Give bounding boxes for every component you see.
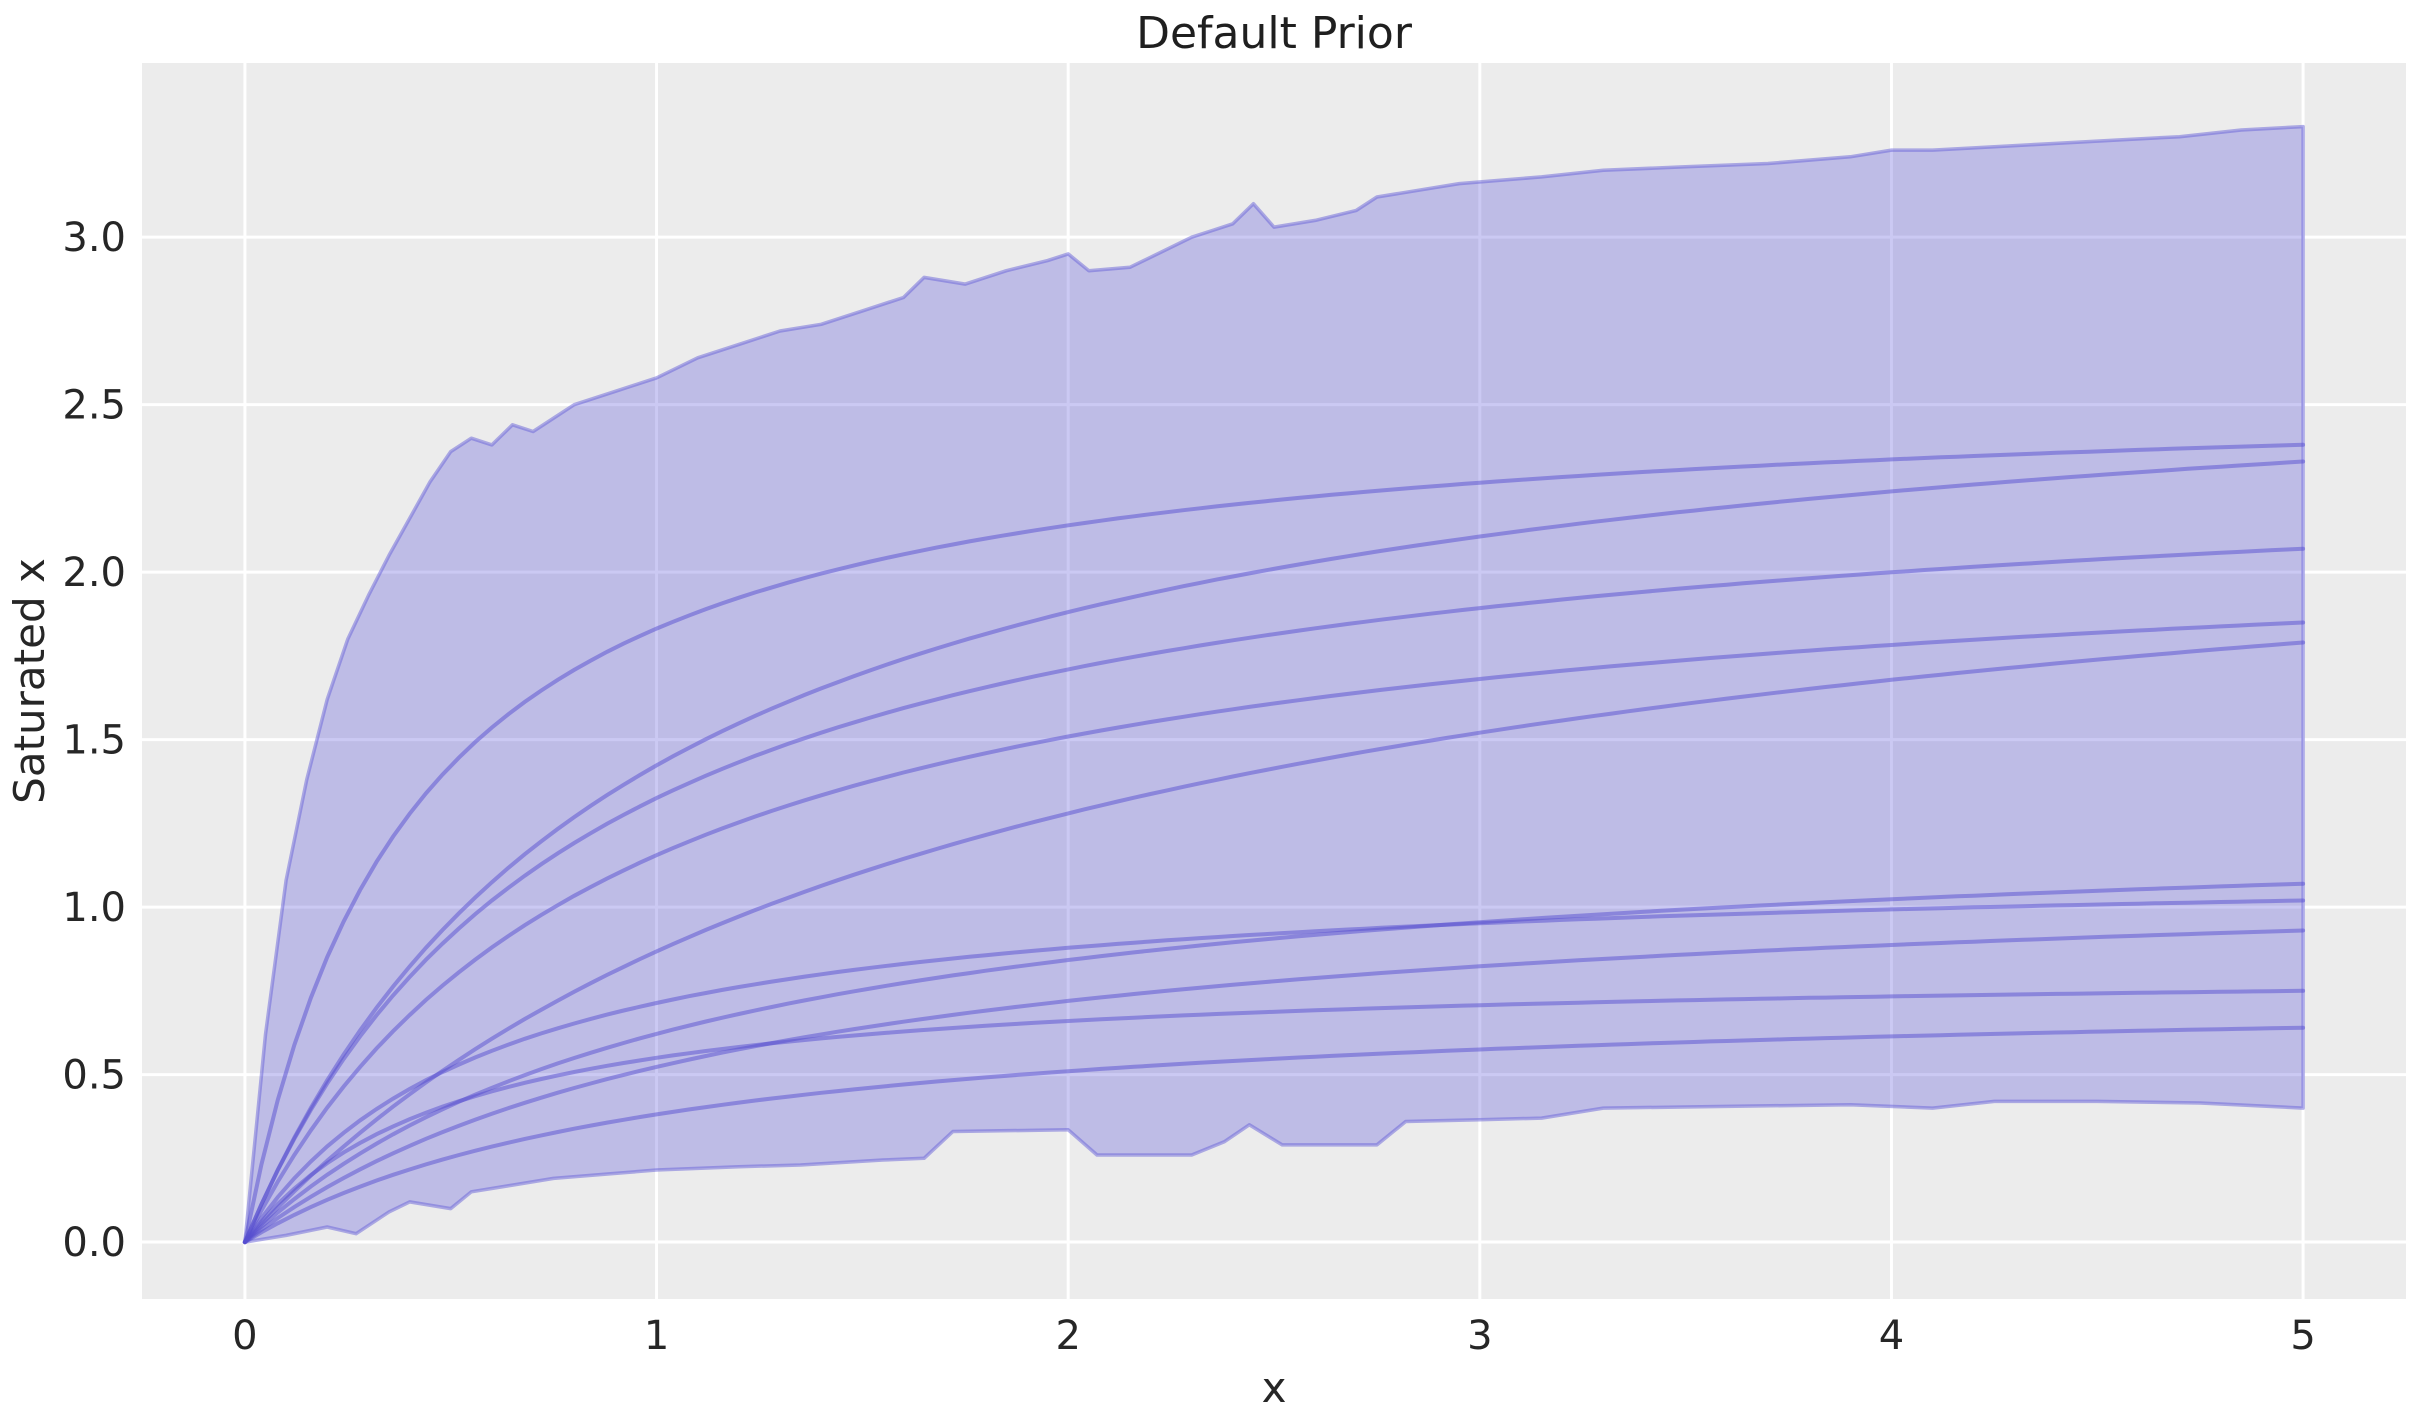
chart-title: Default Prior <box>1136 8 1413 59</box>
prior-sample-curve-sample-8 <box>242 928 2306 1245</box>
prior-sample-curve-sample-4 <box>242 620 2306 1245</box>
prior-sample-curves <box>242 442 2306 1245</box>
y-tick-label: 2.5 <box>62 383 126 429</box>
prior-hdi-band <box>243 124 2305 1244</box>
y-tick-label: 2.0 <box>62 550 126 596</box>
y-tick-label: 0.5 <box>62 1053 126 1099</box>
prior-sample-curve-sample-7 <box>242 881 2306 1245</box>
y-tick-label: 1.0 <box>62 885 126 931</box>
x-tick-label: 5 <box>2290 1313 2315 1359</box>
y-tick-labels: 0.0 0.5 1.0 1.5 2.0 2.5 3.0 <box>62 215 126 1266</box>
x-tick-label: 0 <box>232 1313 257 1359</box>
prior-sample-curve-sample-5 <box>242 640 2306 1245</box>
prior-sample-curve-sample-10 <box>242 1025 2306 1245</box>
x-tick-label: 2 <box>1055 1313 1080 1359</box>
plot-area <box>142 63 2406 1299</box>
y-tick-label: 0.0 <box>62 1220 126 1266</box>
y-tick-label: 3.0 <box>62 215 126 261</box>
prior-sample-curve-sample-9 <box>242 988 2306 1245</box>
y-axis-label: Saturated x <box>5 558 54 804</box>
y-tick-label: 1.5 <box>62 718 126 764</box>
x-tick-label: 4 <box>1879 1313 1904 1359</box>
x-axis-label: x <box>1262 1363 1287 1412</box>
prior-sample-curve-sample-6 <box>242 898 2306 1245</box>
x-tick-label: 3 <box>1467 1313 1492 1359</box>
x-tick-label: 1 <box>644 1313 669 1359</box>
prior-sample-curve-sample-3 <box>242 546 2306 1245</box>
prior-sample-curve-sample-2 <box>242 459 2306 1245</box>
prior-sample-curve-sample-1 <box>242 442 2306 1245</box>
grid <box>142 63 2406 1299</box>
x-tick-labels: 0 1 2 3 4 5 <box>232 1313 2316 1359</box>
